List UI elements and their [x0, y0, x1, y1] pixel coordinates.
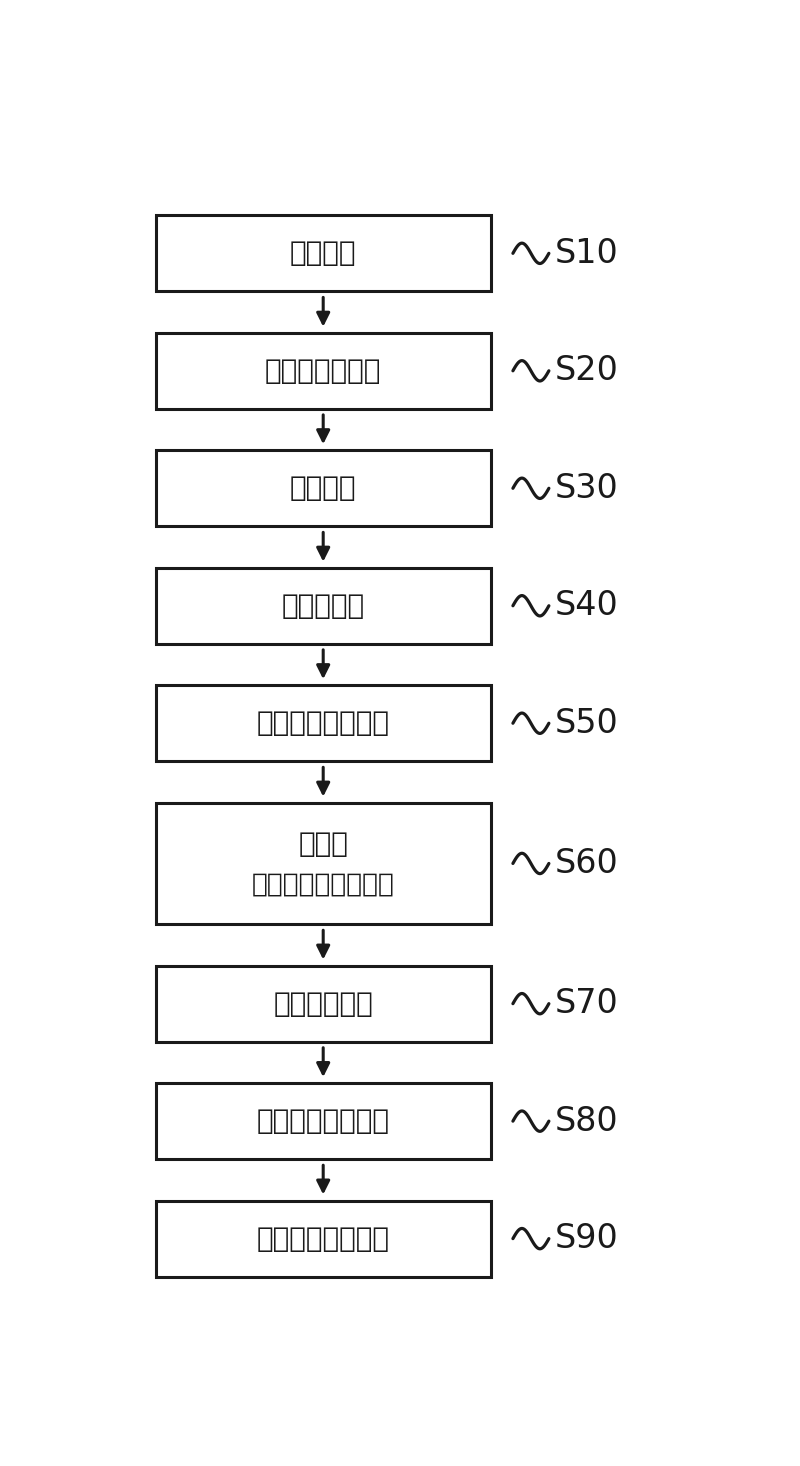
Text: S40: S40: [555, 589, 618, 622]
Text: 涂布层形成处理: 涂布层形成处理: [265, 356, 382, 384]
Bar: [156, 1083, 490, 1160]
Bar: [156, 685, 490, 761]
Text: 混合处理: 混合处理: [290, 239, 357, 267]
Text: 初级硫硒反应处理: 初级硫硒反应处理: [257, 710, 390, 737]
Text: 烘干处理: 烘干处理: [290, 475, 357, 503]
Bar: [156, 803, 490, 924]
Text: 后级硫硒反应处理: 后级硫硒反应处理: [257, 1107, 390, 1135]
Text: 硫化镉层生长处理: 硫化镉层生长处理: [257, 1224, 390, 1252]
Bar: [156, 216, 490, 292]
Bar: [156, 966, 490, 1041]
Text: S30: S30: [555, 472, 618, 504]
Bar: [156, 450, 490, 526]
Text: （快速热退火处理）: （快速热退火处理）: [252, 871, 394, 897]
Bar: [156, 1201, 490, 1277]
Text: S90: S90: [555, 1223, 618, 1255]
Text: S20: S20: [554, 355, 618, 387]
Text: 实密化处理: 实密化处理: [282, 592, 365, 620]
Text: 杂相清除处理: 杂相清除处理: [274, 990, 373, 1017]
Text: S70: S70: [555, 987, 618, 1020]
Bar: [156, 567, 490, 644]
Text: S80: S80: [555, 1105, 618, 1138]
Text: S60: S60: [555, 847, 618, 880]
Text: S50: S50: [555, 707, 618, 740]
Text: 热处理: 热处理: [298, 830, 348, 858]
Text: S10: S10: [555, 237, 618, 270]
Bar: [156, 333, 490, 409]
